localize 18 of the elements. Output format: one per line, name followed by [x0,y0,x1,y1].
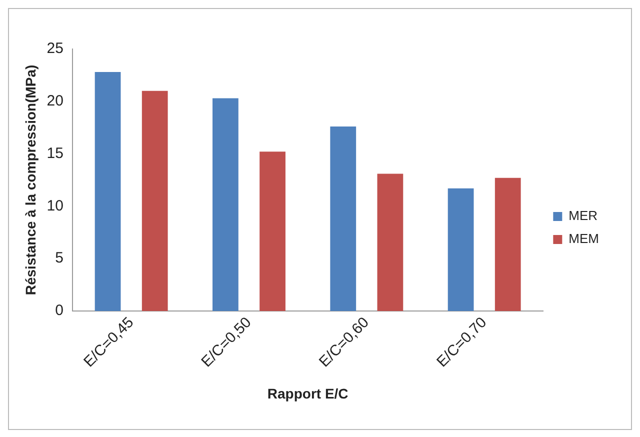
bar [212,98,238,311]
y-tick-label: 10 [46,197,64,214]
bar [330,126,356,311]
y-tick-label: 25 [46,40,64,58]
y-tick-label: 0 [55,302,64,320]
bar [494,178,521,311]
y-axis-title: Résistance à la compression(MPa) [22,64,38,296]
y-tick-label: 20 [46,92,64,110]
legend-label: MER [568,208,598,224]
x-axis-title: Rapport E/C [267,385,348,402]
bar [448,188,474,311]
bar [260,152,286,311]
legend-label: MEM [568,231,600,246]
bar [377,174,404,311]
y-tick-label: 5 [55,250,64,267]
bar [94,72,121,311]
bar [142,90,168,311]
y-tick-label: 15 [46,144,64,162]
